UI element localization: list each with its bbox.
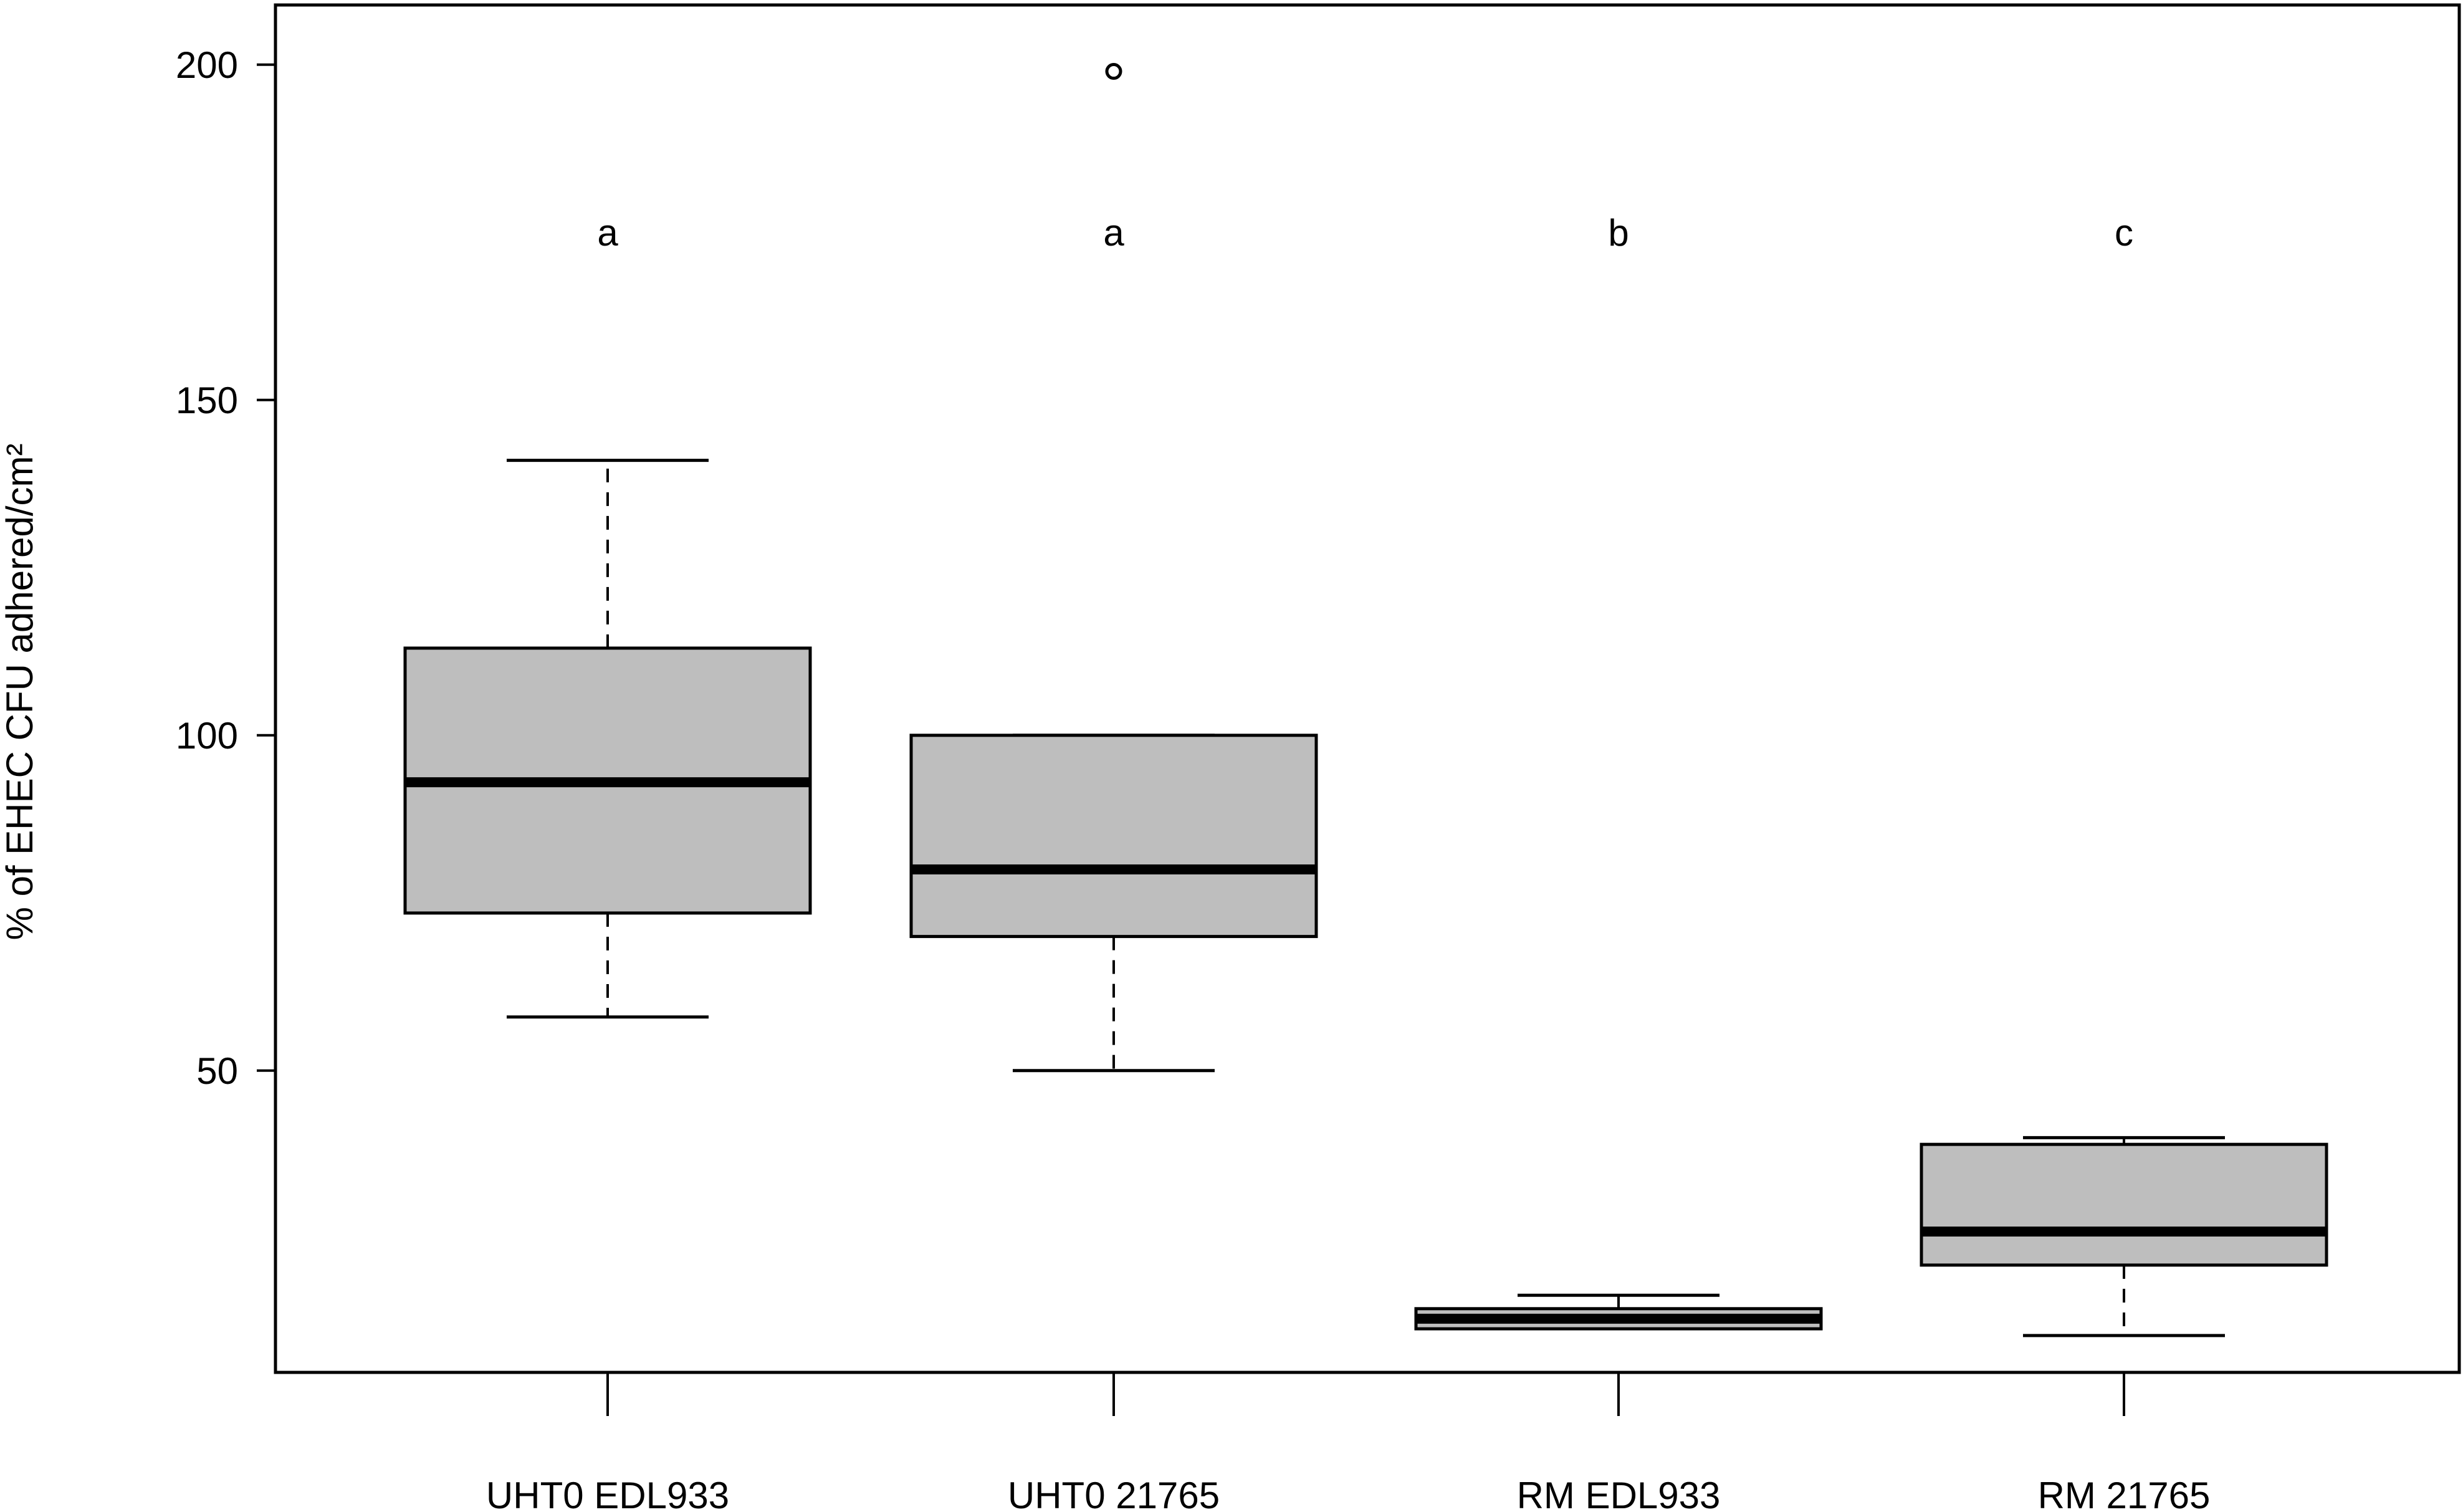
y-tick-label: 50 [196, 1050, 238, 1092]
y-tick-label: 200 [176, 44, 238, 86]
significance-letter: a [1103, 212, 1124, 254]
significance-letter: c [2115, 212, 2133, 254]
x-category-label: UHT0 EDL933 [486, 1475, 729, 1512]
y-tick-label: 150 [176, 380, 238, 421]
plot-frame [274, 3, 2461, 1374]
significance-letter: b [1608, 212, 1628, 254]
box-iqr [1920, 1142, 2328, 1267]
x-category-label: RM 21765 [2038, 1475, 2211, 1512]
box-iqr [909, 734, 1318, 939]
x-category-label: UHT0 21765 [1008, 1475, 1220, 1512]
y-axis-title: % of EHEC CFU adhered/cm² [0, 444, 41, 940]
significance-letter: a [597, 212, 618, 254]
y-tick-label: 100 [176, 715, 238, 757]
x-category-label: RM EDL933 [1517, 1475, 1721, 1512]
outlier-point [1105, 63, 1122, 80]
plot-area: 50 100 150 200 UHT0 EDL933 a UHT0 21765 a RM EDL… [176, 3, 2461, 1512]
